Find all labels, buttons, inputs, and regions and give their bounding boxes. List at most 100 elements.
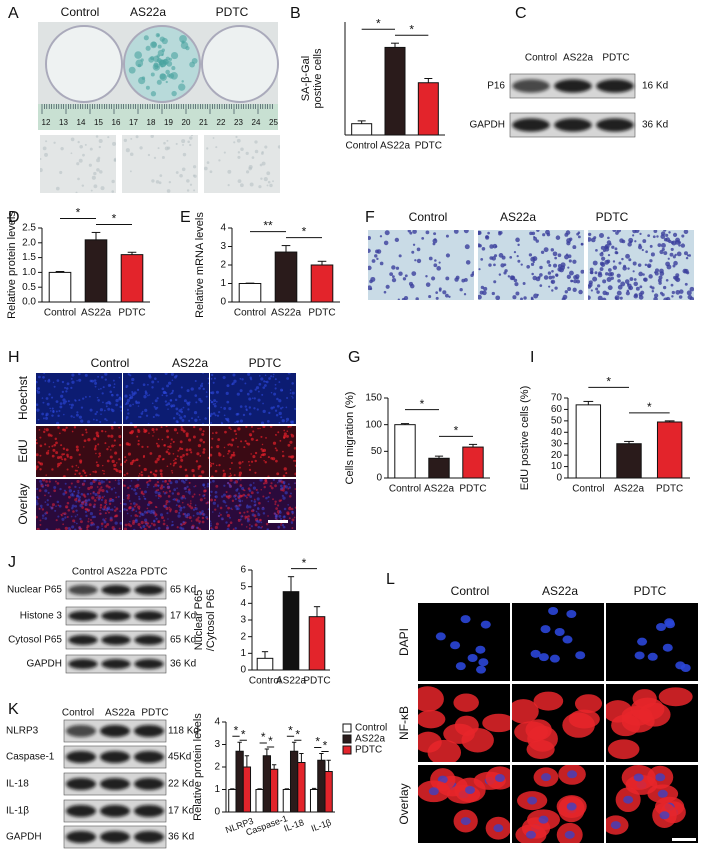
cell	[478, 268, 481, 271]
cell	[45, 414, 48, 417]
cell	[123, 460, 127, 464]
y-tick-label: 0.0	[22, 297, 36, 308]
cell	[114, 491, 117, 494]
cytoplasm	[621, 705, 653, 726]
image-tile	[36, 479, 122, 530]
cell	[171, 492, 175, 495]
cell	[672, 232, 678, 237]
cell	[36, 467, 38, 471]
cell	[76, 497, 78, 500]
cell	[44, 443, 47, 446]
cell	[45, 484, 47, 486]
cell	[240, 440, 243, 443]
cell	[230, 428, 232, 431]
cell	[195, 518, 199, 522]
cell	[84, 508, 87, 510]
stain	[145, 45, 151, 51]
cell	[190, 506, 194, 510]
cell	[86, 524, 90, 528]
cell	[126, 496, 130, 500]
cell	[51, 407, 54, 410]
cell	[176, 492, 180, 496]
row-label: EdU	[16, 439, 30, 462]
cell	[137, 475, 140, 477]
cell	[103, 470, 105, 472]
cell	[130, 429, 135, 434]
image-tile	[123, 426, 209, 477]
size-label: 17 Kd	[170, 611, 196, 622]
cell	[454, 277, 459, 282]
cell	[375, 249, 379, 254]
cell	[233, 474, 236, 477]
significance: *	[647, 400, 652, 414]
cell	[117, 495, 120, 498]
cell	[202, 373, 204, 374]
cell	[48, 393, 51, 396]
cell	[44, 380, 47, 382]
cell	[104, 417, 107, 421]
cell	[638, 295, 644, 300]
cell	[185, 452, 189, 456]
cell	[264, 380, 267, 383]
cell	[411, 271, 417, 276]
cell	[118, 376, 121, 379]
cell	[93, 515, 96, 519]
cell	[199, 419, 201, 421]
cell	[181, 527, 185, 530]
cell	[65, 426, 68, 429]
cell	[225, 491, 228, 493]
cell	[77, 177, 80, 181]
cell	[41, 508, 45, 511]
cell	[233, 481, 236, 484]
cell	[222, 455, 225, 457]
cell	[270, 457, 273, 460]
cell	[516, 255, 519, 258]
row-label: Nuclear P65	[7, 585, 62, 596]
cell	[111, 444, 115, 448]
cell	[239, 389, 243, 393]
cell	[199, 384, 203, 388]
cell	[210, 378, 213, 380]
cell	[167, 452, 171, 455]
cell	[89, 479, 92, 480]
cell	[110, 426, 114, 428]
stain	[153, 62, 159, 68]
cell	[665, 296, 671, 300]
cytoplasm	[453, 693, 479, 712]
cell	[285, 472, 288, 475]
cell	[161, 438, 164, 441]
cell	[622, 266, 627, 271]
cell	[256, 439, 259, 442]
cell	[78, 158, 83, 163]
cell	[141, 445, 144, 449]
cell	[84, 428, 88, 431]
cell	[151, 402, 154, 405]
cell	[50, 410, 52, 412]
cell	[291, 391, 295, 395]
x-tick-label: PDTC	[118, 308, 145, 319]
cell	[248, 397, 252, 401]
significance: *	[268, 734, 273, 748]
cell	[201, 422, 205, 424]
cell	[187, 490, 191, 494]
cell	[135, 135, 139, 139]
cell	[188, 516, 192, 520]
cell	[376, 257, 379, 261]
cell	[533, 293, 539, 299]
cell	[127, 523, 131, 527]
cell	[93, 437, 97, 441]
cell	[89, 408, 93, 412]
cell	[133, 426, 138, 429]
band	[100, 830, 130, 844]
cell	[235, 437, 238, 440]
stain	[171, 90, 177, 97]
cell	[246, 517, 249, 520]
band	[596, 118, 634, 132]
cell	[147, 394, 149, 397]
cell	[223, 407, 227, 410]
nucleus	[450, 641, 461, 650]
band	[68, 585, 98, 595]
cell	[205, 515, 208, 519]
cell	[259, 479, 263, 482]
stain	[165, 69, 170, 75]
